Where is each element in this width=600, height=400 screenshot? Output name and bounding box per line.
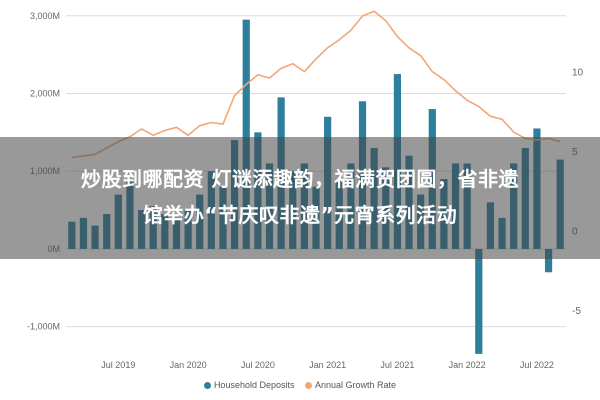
y-right-tick-label-3: -5 [572,306,581,317]
x-tick-label-3: Jan 2021 [309,360,346,370]
headline-banner [0,137,600,259]
bar-15 [242,19,250,249]
x-axis-labels: Jul 2019 Jan 2020 Jul 2020 Jan 2021 Jul 2021… [101,360,554,370]
line-series-annual-growth-rate [71,10,561,159]
legend-item-annual-growth-rate: Annual Growth Rate [305,380,396,390]
growth-rate-line [71,10,561,159]
legend-label-annual-growth-rate: Annual Growth Rate [315,380,397,390]
legend-item-household-deposits: Household Deposits [203,380,295,390]
x-tick-label-2: Jul 2020 [241,360,275,370]
legend-label-household-deposits: Household Deposits [213,380,295,390]
y-right-tick-label-0: 10 [572,68,584,79]
x-tick-label-6: Jul 2022 [520,360,554,370]
x-tick-label-5: Jan 2022 [449,360,486,370]
legend-swatch-household-deposits [203,382,211,390]
y-left-tick-label-0: 3,000M [30,11,60,21]
bar-41 [544,248,553,273]
y-left-tick-label-1: 2,000M [30,89,60,99]
headline-line-2: 馆举办“节庆叹非遗”元宵系列活动 [142,203,458,227]
x-tick-label-0: Jul 2019 [101,360,135,370]
legend-swatch-annual-growth-rate [305,382,313,390]
chart-legend: Household Deposits Annual Growth Rate [0,380,600,390]
headline-line-1: 炒股到哪配资 灯谜添趣韵，福满贺团圆，省非遗 [81,167,519,191]
bar-35 [475,248,483,354]
x-tick-label-1: Jan 2020 [170,360,207,370]
x-tick-label-4: Jul 2021 [380,360,414,370]
y-left-tick-label-4: -1,000M [27,322,60,332]
